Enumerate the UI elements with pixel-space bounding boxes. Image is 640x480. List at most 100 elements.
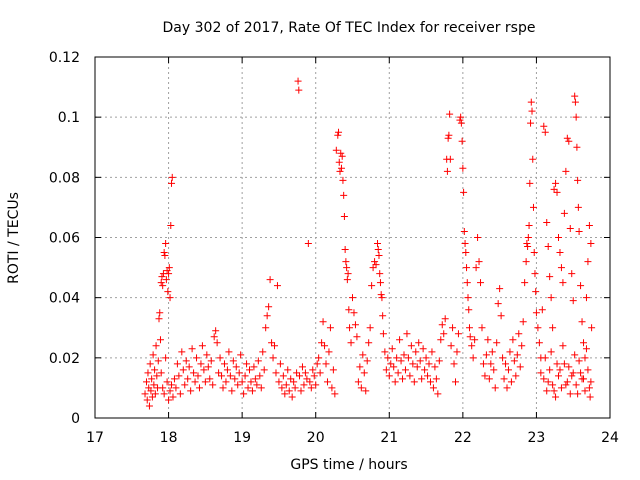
data-point [435, 357, 443, 365]
data-point [262, 324, 270, 332]
data-point [397, 357, 405, 365]
data-point [403, 330, 411, 338]
data-point [148, 393, 156, 401]
data-point [446, 155, 454, 163]
data-point [194, 372, 202, 380]
data-point [263, 312, 271, 320]
data-point [559, 342, 567, 350]
data-point [269, 354, 277, 362]
data-point [167, 221, 175, 229]
data-point [169, 393, 177, 401]
data-point [418, 375, 426, 383]
x-tick-label: 20 [307, 430, 325, 446]
data-point [153, 372, 161, 380]
data-point [385, 372, 393, 380]
data-point [484, 336, 492, 344]
data-point [559, 279, 567, 287]
data-point [565, 363, 573, 371]
data-point [175, 372, 183, 380]
data-point [288, 393, 296, 401]
data-point [460, 227, 468, 235]
data-point [396, 336, 404, 344]
x-axis-label: GPS time / hours [290, 457, 407, 473]
data-point [336, 167, 344, 175]
data-point [247, 378, 255, 386]
data-point [337, 149, 345, 157]
data-point [157, 279, 165, 287]
data-point [295, 86, 303, 94]
data-point [375, 252, 383, 260]
data-point [454, 330, 462, 338]
data-point [165, 396, 173, 404]
data-point [146, 360, 154, 368]
data-point [341, 246, 349, 254]
data-point [151, 366, 159, 374]
data-point [565, 137, 573, 145]
data-point [323, 378, 331, 386]
data-point [425, 360, 433, 368]
data-point [515, 330, 523, 338]
data-point [220, 360, 228, 368]
x-tick-label: 23 [528, 430, 546, 446]
data-point [555, 234, 562, 241]
data-point [544, 243, 552, 251]
y-tick-label: 0 [71, 411, 80, 427]
data-point [519, 318, 527, 326]
data-point [376, 270, 384, 278]
data-point [563, 378, 571, 386]
data-point [537, 369, 545, 377]
data-point [528, 107, 536, 115]
data-point [566, 390, 574, 398]
data-point [349, 294, 356, 302]
data-point [510, 357, 518, 365]
data-point [328, 384, 336, 392]
data-point [188, 345, 196, 353]
data-point [406, 372, 414, 380]
data-point [530, 249, 538, 257]
data-point [225, 348, 233, 356]
data-point [179, 366, 187, 374]
data-point [321, 342, 329, 350]
data-point [351, 321, 359, 329]
data-point [529, 203, 537, 211]
data-point [168, 173, 176, 181]
data-point [231, 375, 239, 383]
data-point [145, 402, 153, 410]
data-point [391, 378, 399, 386]
data-point [446, 110, 454, 118]
data-point [276, 360, 284, 368]
data-point [203, 351, 211, 359]
data-point [560, 360, 568, 368]
data-point [240, 390, 248, 398]
data-point [243, 360, 251, 368]
data-point [281, 390, 289, 398]
data-point [549, 324, 557, 332]
data-point [527, 98, 535, 106]
data-point [378, 294, 386, 302]
data-point [466, 333, 474, 341]
data-point [569, 297, 577, 305]
data-point [234, 381, 242, 389]
data-point [541, 128, 549, 136]
data-point [232, 363, 240, 371]
data-point [219, 384, 227, 392]
data-point [556, 249, 564, 257]
data-point [447, 342, 455, 350]
data-point [187, 387, 195, 395]
data-point [404, 354, 412, 362]
data-point [265, 303, 273, 311]
data-point [272, 369, 280, 377]
data-point [291, 384, 299, 392]
data-point [316, 369, 324, 377]
data-point [244, 384, 252, 392]
data-point [216, 354, 224, 362]
data-point [166, 387, 174, 395]
data-point [156, 309, 164, 317]
data-points [141, 77, 596, 410]
data-point [253, 381, 261, 389]
data-point [155, 315, 163, 323]
data-point [332, 146, 340, 154]
data-point [248, 387, 256, 395]
data-point [222, 378, 230, 386]
data-point [500, 375, 508, 383]
